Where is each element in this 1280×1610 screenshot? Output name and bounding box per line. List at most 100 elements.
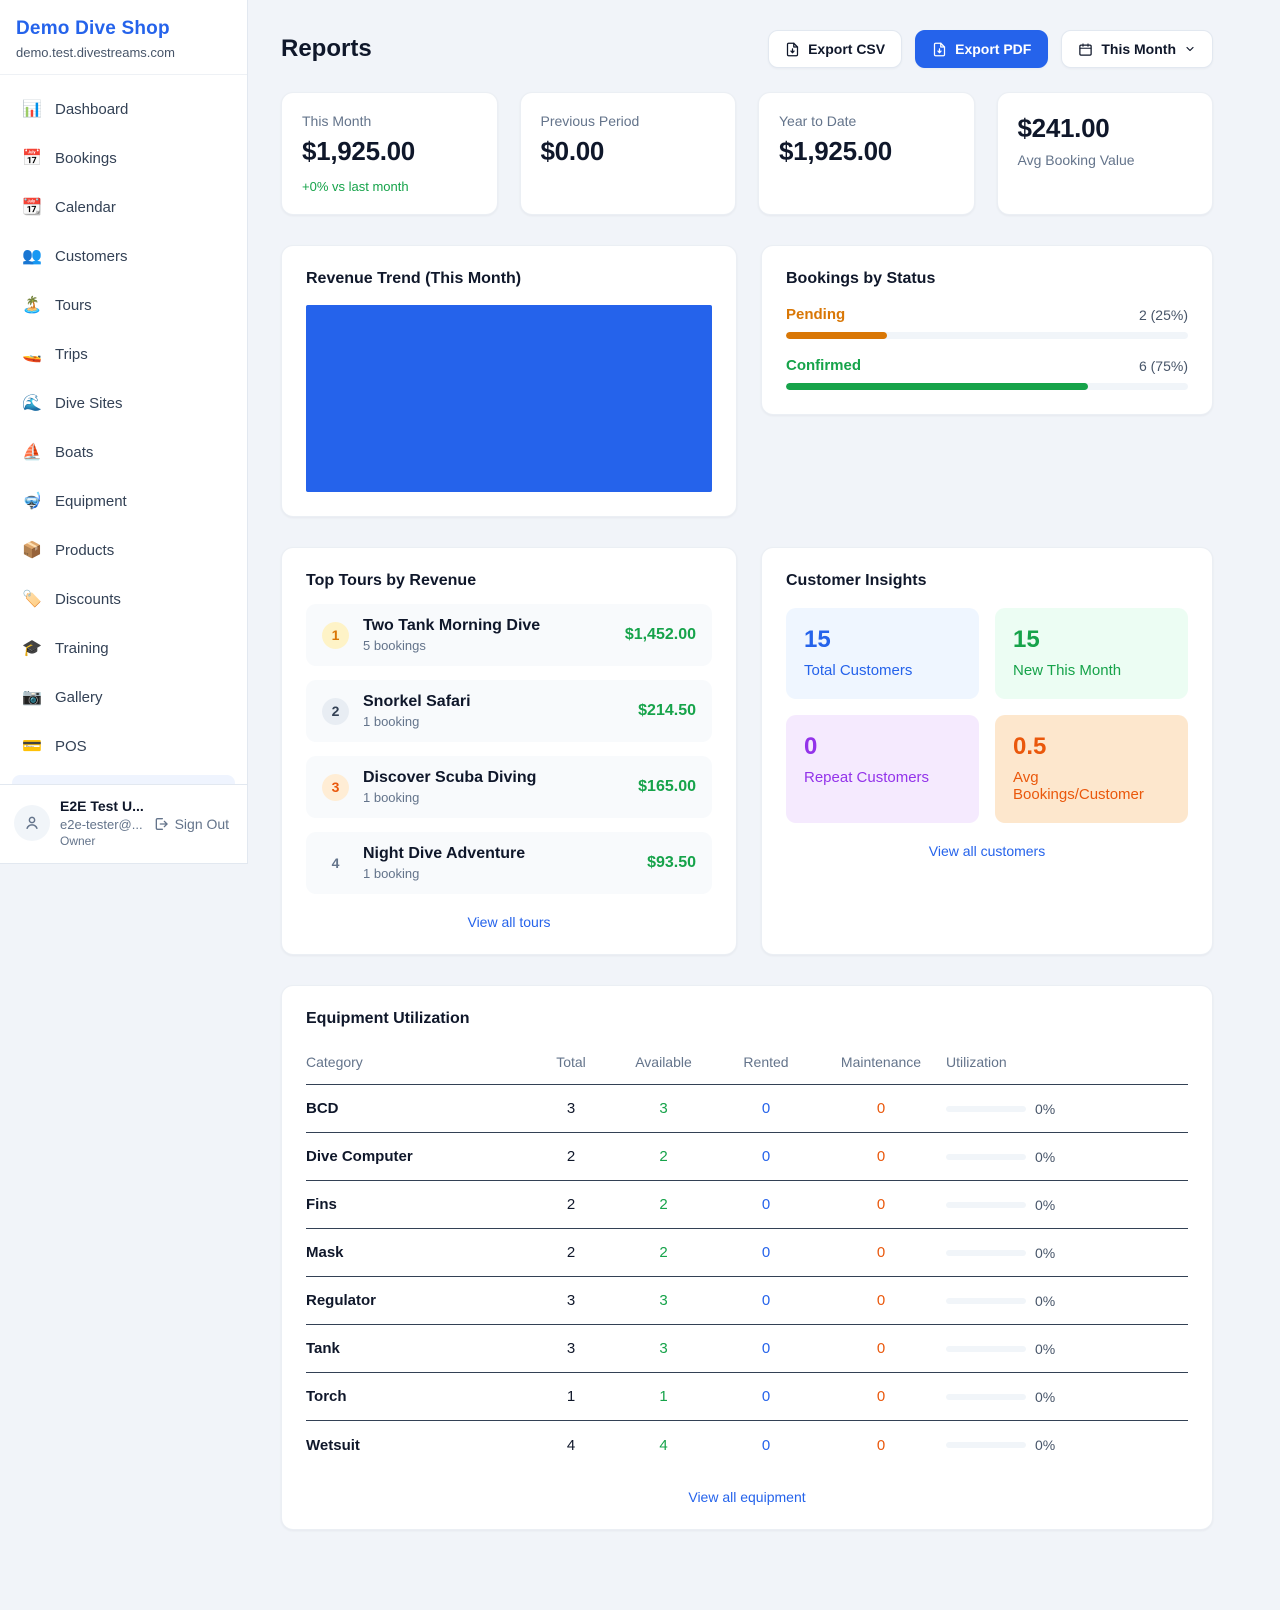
stat-card-year-to-date: Year to Date $1,925.00	[758, 92, 975, 215]
cell-utilization: 0%	[946, 1245, 1188, 1261]
status-label: Confirmed	[786, 357, 861, 374]
sidebar-item-label: POS	[55, 737, 87, 755]
stat-card-previous-period: Previous Period $0.00	[519, 92, 736, 215]
insight-tile-repeat-customers: 0 Repeat Customers	[786, 715, 979, 823]
cell-available: 3	[659, 1292, 668, 1309]
stat-value: $1,925.00	[302, 136, 415, 166]
cell-available: 4	[659, 1436, 668, 1454]
sidebar-item-boats[interactable]: ⛵ Boats	[12, 432, 235, 472]
page-title: Reports	[281, 35, 372, 62]
cell-category: Fins	[306, 1196, 337, 1213]
cell-available: 2	[659, 1244, 668, 1261]
cell-category: Regulator	[306, 1292, 377, 1309]
export-pdf-button[interactable]: Export PDF	[915, 30, 1049, 68]
people-icon: 👥	[22, 248, 42, 265]
table-row: BCD 3 3 0 0 0%	[306, 1085, 1188, 1133]
rank-badge: 3	[322, 773, 349, 801]
equipment-table: Category Total Available Rented Maintena…	[306, 1046, 1188, 1469]
bookings-by-status-card: Bookings by Status Pending 2 (25%) Confi…	[761, 245, 1213, 415]
export-csv-label: Export CSV	[808, 41, 886, 57]
sidebar-item-label: Products	[55, 541, 115, 559]
sidebar-item-dive-sites[interactable]: 🌊 Dive Sites	[12, 383, 235, 423]
file-download-icon	[933, 42, 946, 56]
utilization-text: 0%	[1035, 1388, 1056, 1405]
wave-icon: 🌊	[22, 395, 42, 412]
period-dropdown[interactable]: This Month	[1061, 30, 1213, 68]
utilization-bar	[946, 1201, 1026, 1208]
sidebar-item-label: Training	[55, 639, 109, 657]
cell-maintenance: 0	[876, 1388, 886, 1405]
export-csv-button[interactable]: Export CSV	[768, 30, 903, 68]
sidebar-item-equipment[interactable]: 🤿 Equipment	[12, 481, 235, 521]
column-header-maintenance: Maintenance	[840, 1054, 922, 1070]
sign-out-label: Sign Out	[174, 816, 230, 832]
sidebar-item-tours[interactable]: 🏝️ Tours	[12, 285, 235, 325]
insights-row: Top Tours by Revenue 1 Two Tank Morning …	[281, 547, 1213, 955]
sidebar-item-calendar[interactable]: 📆 Calendar	[12, 187, 235, 227]
tour-row: 1 Two Tank Morning Dive 5 bookings $1,45…	[306, 604, 712, 666]
utilization-text: 0%	[1035, 1292, 1056, 1309]
status-bar-fill	[786, 332, 887, 339]
cell-category: Mask	[306, 1244, 344, 1261]
status-row-pending: Pending 2 (25%)	[786, 306, 1188, 339]
sign-out-button[interactable]: Sign Out	[153, 816, 229, 832]
sidebar-item-products[interactable]: 📦 Products	[12, 530, 235, 570]
cell-total: 2	[566, 1196, 576, 1213]
cell-rented: 0	[761, 1388, 771, 1405]
utilization-bar	[946, 1442, 1026, 1448]
utilization-text: 0%	[1035, 1148, 1056, 1165]
page-header: Reports Export CSV Export PDF This Month	[281, 30, 1213, 68]
sidebar-item-dashboard[interactable]: 📊 Dashboard	[12, 89, 235, 129]
user-role: Owner	[60, 834, 96, 848]
sidebar-column: Demo Dive Shop demo.test.divestreams.com…	[0, 0, 248, 864]
sidebar-item-label: Dive Sites	[55, 394, 123, 412]
table-row: Fins 2 2 0 0 0%	[306, 1181, 1188, 1229]
cell-rented: 0	[761, 1100, 771, 1117]
rank-badge: 4	[331, 855, 340, 871]
cell-maintenance: 0	[876, 1100, 886, 1117]
sidebar-item-label: Boats	[55, 443, 94, 461]
cell-maintenance: 0	[876, 1292, 886, 1309]
utilization-text: 0%	[1035, 1196, 1056, 1213]
cell-category: BCD	[306, 1100, 339, 1117]
cell-total: 4	[566, 1436, 576, 1454]
status-bar-track	[786, 383, 1188, 390]
sidebar-item-label: Calendar	[55, 198, 116, 216]
tag-icon: 🏷️	[22, 591, 42, 608]
cell-total: 3	[566, 1100, 576, 1117]
sidebar-item-pos[interactable]: 💳 POS	[12, 726, 235, 766]
insight-value: 15	[1013, 626, 1040, 653]
dive-mask-icon: 🤿	[22, 493, 42, 510]
sidebar-item-discounts[interactable]: 🏷️ Discounts	[12, 579, 235, 619]
utilization-bar	[946, 1249, 1026, 1256]
sidebar-item-bookings[interactable]: 📅 Bookings	[12, 138, 235, 178]
sidebar-item-label: Dashboard	[55, 100, 129, 118]
cell-total: 3	[566, 1292, 576, 1309]
view-all-tours-link[interactable]: View all tours	[467, 914, 551, 930]
sidebar-item-training[interactable]: 🎓 Training	[12, 628, 235, 668]
sidebar-active-item-partial[interactable]	[12, 775, 235, 784]
column-header-available: Available	[635, 1054, 692, 1070]
speedboat-icon: 🚤	[22, 346, 42, 363]
utilization-bar	[946, 1105, 1026, 1112]
cell-utilization: 0%	[946, 1389, 1188, 1405]
sidebar-item-label: Customers	[55, 247, 128, 265]
sidebar-item-label: Discounts	[55, 590, 121, 608]
export-pdf-label: Export PDF	[955, 41, 1032, 57]
cell-category: Torch	[306, 1388, 347, 1405]
sidebar-item-gallery[interactable]: 📷 Gallery	[12, 677, 235, 717]
cell-total: 1	[566, 1388, 576, 1405]
view-all-customers-link[interactable]: View all customers	[928, 843, 1046, 859]
calendar-date-icon: 📅	[22, 150, 42, 167]
insight-value: 0.5	[1013, 733, 1047, 760]
utilization-text: 0%	[1035, 1100, 1056, 1117]
sidebar-item-label: Trips	[55, 345, 88, 363]
tour-name: Night Dive Adventure	[363, 845, 526, 862]
sidebar-item-trips[interactable]: 🚤 Trips	[12, 334, 235, 374]
utilization-text: 0%	[1035, 1437, 1056, 1453]
sidebar-item-customers[interactable]: 👥 Customers	[12, 236, 235, 276]
insight-label: Repeat Customers	[804, 769, 930, 786]
tour-bookings: 1 booking	[363, 866, 420, 881]
view-all-equipment-link[interactable]: View all equipment	[688, 1489, 806, 1505]
user-email: e2e-tester@...	[60, 816, 143, 832]
